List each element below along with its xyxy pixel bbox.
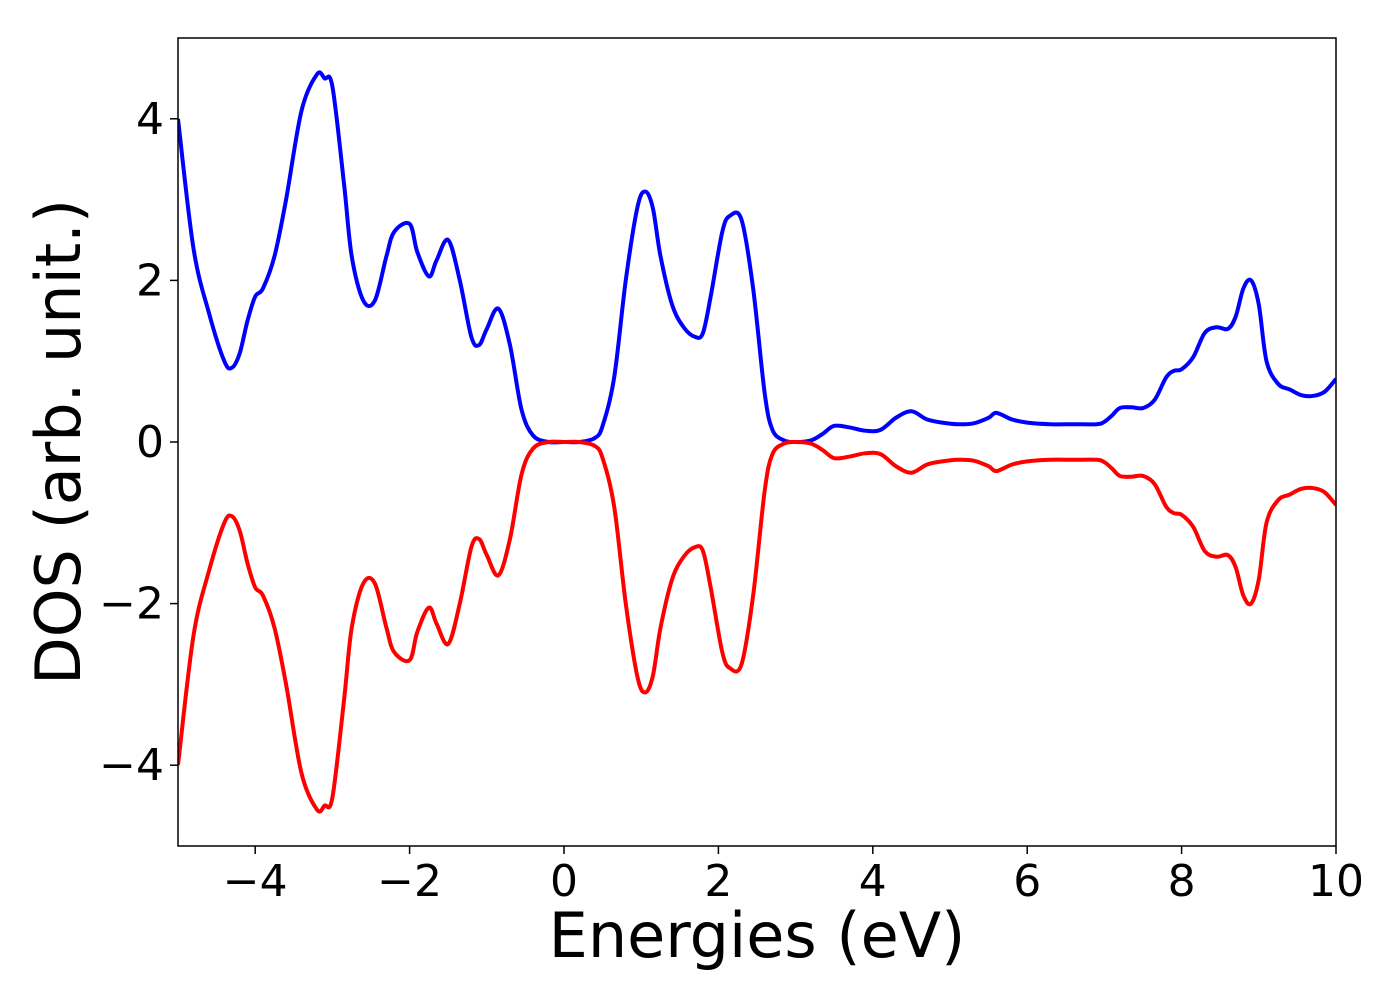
y-tick-label: −4	[99, 740, 164, 791]
y-tick-label: −2	[99, 579, 164, 630]
x-tick-label: 4	[859, 856, 887, 907]
y-axis-ticks: −4 −2 0 2 4	[99, 94, 178, 791]
y-tick-label: 4	[136, 94, 164, 145]
y-tick-label: 2	[136, 255, 164, 306]
x-tick-label: −2	[377, 856, 442, 907]
x-tick-label: 10	[1308, 856, 1364, 907]
x-axis-ticks: −4 −2 0 2 4 6 8 10	[223, 846, 1364, 907]
x-tick-label: 6	[1013, 856, 1041, 907]
dos-line-red	[178, 439, 1336, 814]
x-tick-label: 2	[704, 856, 732, 907]
plot-frame	[177, 37, 1337, 847]
dos-line-blue	[178, 70, 1336, 445]
x-tick-label: 8	[1168, 856, 1196, 907]
y-axis-label: DOS (arb. unit.)	[22, 199, 95, 685]
x-tick-label: 0	[550, 856, 578, 907]
y-tick-label: 0	[136, 417, 164, 468]
x-axis-label: Energies (eV)	[549, 899, 966, 972]
series-layer	[178, 70, 1336, 814]
x-tick-label: −4	[223, 856, 288, 907]
